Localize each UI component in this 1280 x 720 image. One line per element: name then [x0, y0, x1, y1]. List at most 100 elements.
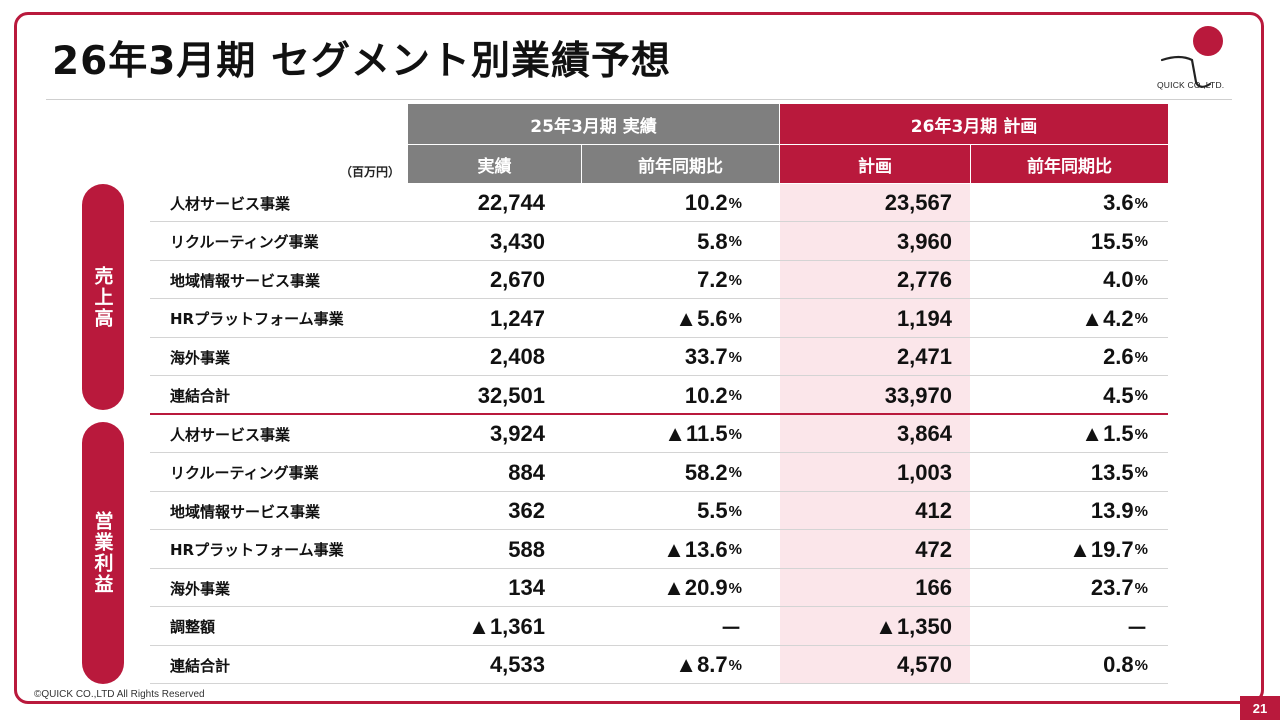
table-row: リクルーティング事業 3,430 5.8% 3,960 15.5%: [150, 223, 1168, 261]
cell-value: 4.5: [1103, 382, 1134, 408]
cell-actual-yoy: －: [582, 608, 742, 646]
cell-plan-yoy: 13.9%: [972, 492, 1148, 530]
row-label: HRプラットフォーム事業: [170, 541, 344, 559]
table-row: 人材サービス事業 22,744 10.2% 23,567 3.6%: [150, 184, 1168, 222]
cell-value: 4.0: [1103, 267, 1134, 292]
cell-plan: 472: [780, 531, 952, 569]
percent-sign: %: [728, 194, 742, 212]
cell-value: 13.5: [1090, 459, 1134, 485]
cell-value: 58.2: [684, 459, 728, 485]
cell-actual: 2,670: [410, 261, 545, 299]
cell-plan-yoy: 0.8%: [972, 646, 1148, 684]
cell-plan-yoy: 13.5%: [972, 454, 1148, 492]
row-label: 海外事業: [170, 348, 231, 367]
section-label-sales: 売上高: [91, 265, 114, 329]
cell-actual: 134: [410, 569, 545, 607]
cell-actual: 2,408: [410, 338, 545, 376]
table-row: 調整額 ▲1,361 － ▲1,350 －: [150, 608, 1168, 646]
cell-actual-yoy: 58.2%: [582, 454, 742, 492]
table-row: 海外事業 2,408 33.7% 2,471 2.6%: [150, 338, 1168, 376]
row-label: 連結合計: [170, 387, 231, 405]
cell-value: －: [719, 615, 742, 641]
slide-frame: [14, 12, 1264, 704]
cell-value: 134: [508, 575, 545, 600]
row-label: 地域情報サービス事業: [170, 502, 321, 521]
cell-actual-yoy: 33.7%: [582, 338, 742, 376]
cell-value: 2,408: [489, 344, 545, 369]
percent-sign: %: [1134, 310, 1148, 327]
percent-sign: %: [728, 348, 742, 366]
percent-sign: %: [728, 656, 742, 674]
table-row: 連結合計 32,501 10.2% 33,970 4.5%: [150, 377, 1168, 415]
header-group-actual-label: 25年3月期 実績: [530, 116, 657, 137]
cell-value: 4,570: [896, 652, 952, 677]
page-title: 26年3月期 セグメント別業績予想: [52, 39, 671, 84]
cell-value: ▲5.6: [675, 305, 728, 331]
percent-sign: %: [1134, 387, 1148, 404]
cell-actual: 884: [410, 454, 545, 492]
cell-actual: 3,430: [410, 223, 545, 261]
percent-sign: %: [1134, 194, 1148, 212]
percent-sign: %: [1134, 502, 1148, 520]
cell-plan-yoy: 15.5%: [972, 223, 1148, 261]
row-label: HRプラットフォーム事業: [170, 310, 344, 328]
cell-value: ▲20.9: [663, 575, 728, 600]
header-col-actual-yoy: 前年同期比: [582, 145, 779, 183]
cell-plan: 33,970: [780, 377, 952, 415]
row-label: 人材サービス事業: [170, 194, 291, 213]
cell-value: 23.7: [1090, 575, 1134, 600]
cell-value: 2,776: [896, 267, 952, 292]
percent-sign: %: [728, 387, 742, 404]
cell-actual: 32,501: [410, 377, 545, 415]
percent-sign: %: [728, 271, 742, 289]
header-col-actual-label: 実績: [477, 156, 512, 177]
cell-value: －: [1125, 615, 1148, 641]
cell-value: 5.8: [697, 228, 728, 254]
cell-actual: 1,247: [410, 300, 545, 338]
cell-value: 472: [915, 536, 952, 562]
title-divider: [46, 99, 1232, 100]
table-row: HRプラットフォーム事業 588 ▲13.6% 472 ▲19.7%: [150, 531, 1168, 569]
percent-sign: %: [1134, 271, 1148, 289]
percent-sign: %: [728, 502, 742, 520]
cell-actual-yoy: 5.5%: [582, 492, 742, 530]
cell-actual: 22,744: [410, 184, 545, 222]
cell-value: 23,567: [884, 190, 952, 215]
cell-value: 0.8: [1103, 652, 1134, 677]
cell-value: 10.2: [684, 382, 728, 408]
cell-value: 1,247: [489, 305, 545, 331]
cell-value: 2.6: [1103, 344, 1134, 369]
cell-actual: ▲1,361: [410, 608, 545, 646]
percent-sign: %: [1134, 464, 1148, 481]
table-row: リクルーティング事業 884 58.2% 1,003 13.5%: [150, 454, 1168, 492]
percent-sign: %: [1134, 425, 1148, 443]
table-row: 地域情報サービス事業 362 5.5% 412 13.9%: [150, 492, 1168, 530]
cell-actual-yoy: 10.2%: [582, 184, 742, 222]
row-label: 連結合計: [170, 656, 231, 675]
table-row: 海外事業 134 ▲20.9% 166 23.7%: [150, 569, 1168, 607]
cell-value: ▲8.7: [675, 652, 728, 677]
cell-plan: 412: [780, 492, 952, 530]
row-label: リクルーティング事業: [170, 464, 319, 482]
row-label: 人材サービス事業: [170, 425, 291, 444]
cell-plan: 2,776: [780, 261, 952, 299]
cell-value: 884: [508, 459, 545, 485]
percent-sign: %: [1134, 233, 1148, 250]
cell-value: 3.6: [1103, 190, 1134, 215]
header-col-plan-yoy: 前年同期比: [971, 145, 1168, 183]
cell-value: 33.7: [684, 344, 728, 369]
cell-value: ▲4.2: [1081, 305, 1134, 331]
cell-value: 7.2: [697, 267, 728, 292]
unit-label: （百万円）: [340, 165, 401, 179]
cell-plan: 23,567: [780, 184, 952, 222]
cell-plan: 166: [780, 569, 952, 607]
cell-plan-yoy: 2.6%: [972, 338, 1148, 376]
header-col-actual: 実績: [408, 145, 581, 183]
row-label: 調整額: [170, 618, 216, 636]
cell-value: 3,864: [896, 421, 952, 446]
cell-plan-yoy: 23.7%: [972, 569, 1148, 607]
percent-sign: %: [728, 425, 742, 443]
section-band-operating-income: 営業利益: [82, 422, 124, 684]
cell-plan-yoy: －: [972, 608, 1148, 646]
cell-value: ▲1,350: [875, 613, 952, 639]
